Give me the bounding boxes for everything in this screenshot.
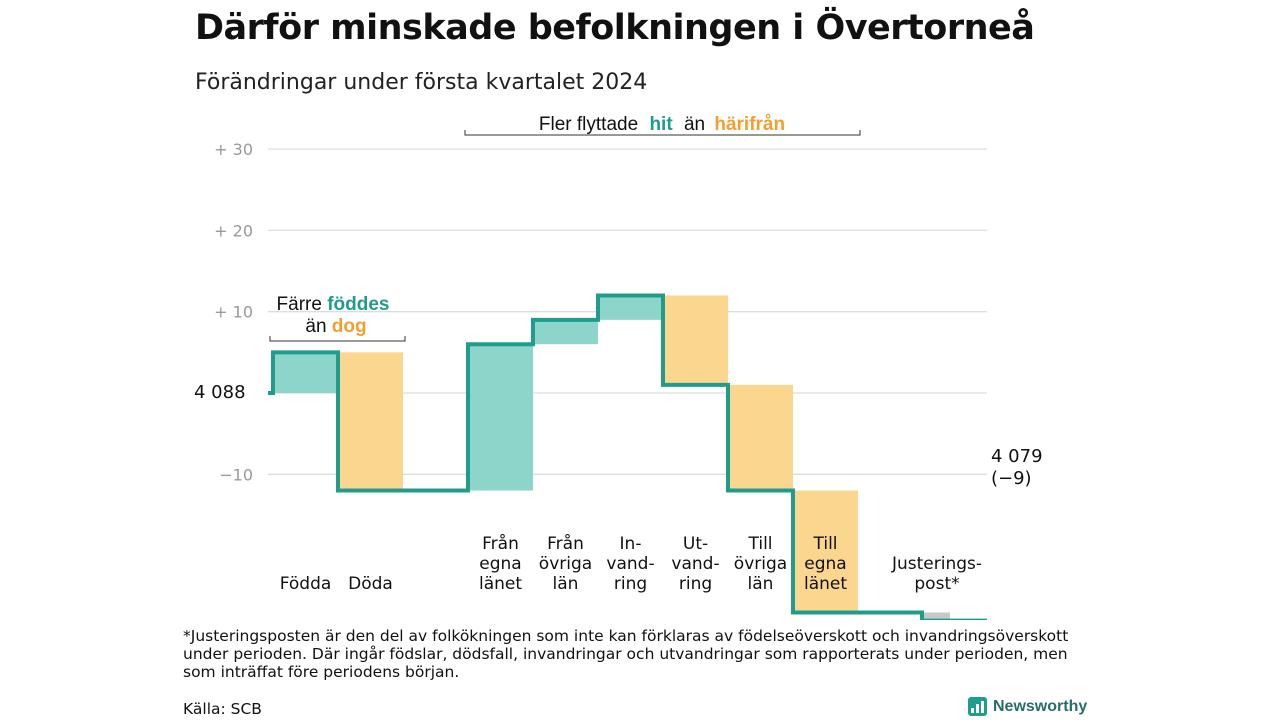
births-ann-highlight2: dog — [332, 316, 367, 337]
births-ann-highlight1: föddes — [327, 294, 389, 315]
migration-bracket — [464, 130, 861, 136]
y-tick-label: + 10 — [214, 303, 253, 322]
bar-8 — [793, 490, 858, 613]
category-label: Ut-vand-ring — [671, 534, 719, 594]
bar-7 — [728, 384, 793, 491]
category-label: In-vand-ring — [606, 534, 654, 594]
category-label: Till egna länet — [804, 534, 847, 594]
category-label: Från övriga län — [539, 533, 592, 594]
y-tick-label: + 30 — [214, 140, 253, 159]
category-label: Döda — [348, 574, 393, 594]
brand-name: Newsworthy — [993, 697, 1088, 715]
births-annotation: Färre föddes än dog — [269, 294, 406, 342]
category-label: Justerings-post* — [891, 554, 982, 594]
migration-ann-highlight1: hit — [649, 114, 673, 135]
svg-text:Fler flyttade hit: Fler flyttade hit än härifrån — [539, 114, 785, 135]
migration-ann-text1: Fler flyttade — [539, 114, 638, 135]
category-labels: Födda Döda Från egna länet Från övriga län In-va… — [280, 533, 982, 594]
chart-title: Därför minskade befolkningen i Övertorne… — [195, 8, 1035, 48]
y-axis-ticks: + 30 + 20 + 10 −10 — [214, 140, 253, 484]
bar-9 — [922, 612, 950, 620]
bar-2 — [338, 352, 403, 491]
chart-subtitle: Förändringar under första kvartalet 2024 — [195, 70, 648, 95]
bars — [273, 295, 950, 620]
brand-logo: Newsworthy — [968, 697, 1087, 716]
svg-text:Färre föddes: Färre föddes — [277, 294, 390, 315]
category-label: Från egna länet — [479, 533, 522, 594]
end-change-label: (−9) — [991, 468, 1032, 489]
migration-ann-text2: än — [684, 114, 705, 135]
newsworthy-logo-icon — [968, 697, 987, 716]
cumulative-step-line — [268, 293, 987, 620]
bar-5 — [598, 295, 663, 320]
baseline-label: 4 088 — [194, 382, 246, 403]
source-label: Källa: SCB — [183, 700, 262, 718]
migration-ann-highlight2: härifrån — [714, 114, 785, 135]
y-tick-label: + 20 — [214, 221, 253, 240]
births-bracket — [269, 336, 406, 342]
end-value-label: 4 079 — [991, 446, 1043, 467]
waterfall-chart: + 30 + 20 + 10 −10 Födda Döda Från egna länet Fr… — [194, 114, 1043, 620]
y-tick-label: −10 — [219, 465, 253, 484]
migration-annotation: Fler flyttade hit än härifrån — [464, 114, 861, 136]
svg-text:än dog: än dog — [305, 316, 366, 337]
bar-3 — [468, 344, 533, 491]
category-label: Födda — [280, 574, 332, 594]
births-ann-text2: än — [305, 316, 326, 337]
bar-4 — [533, 319, 598, 345]
bar-1 — [273, 352, 338, 393]
births-ann-text1: Färre — [277, 294, 322, 315]
category-label: Till övriga län — [734, 534, 787, 594]
footnote: *Justeringsposten är den del av folkökni… — [183, 627, 1069, 681]
bar-6 — [663, 295, 728, 385]
